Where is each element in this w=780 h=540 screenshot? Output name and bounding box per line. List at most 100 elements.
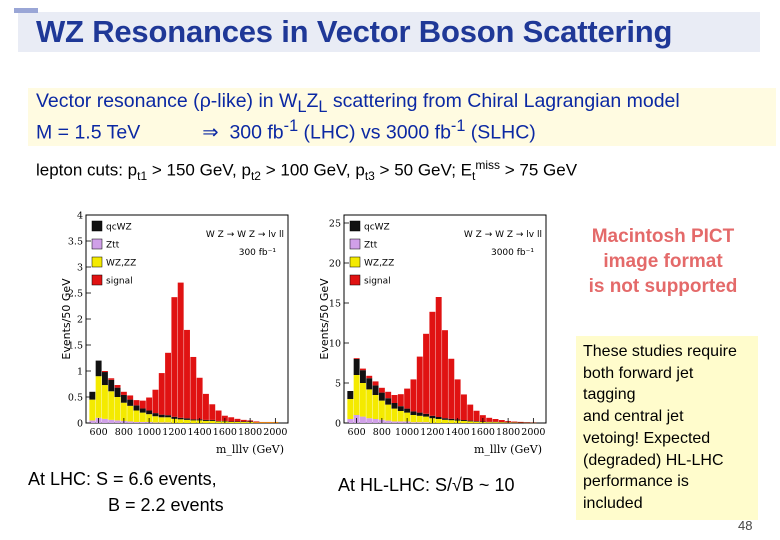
pict-line: is not supported bbox=[588, 276, 738, 297]
cuts-text: > 150 GeV, p bbox=[147, 160, 251, 180]
bar-ztt-750 bbox=[114, 420, 121, 423]
bar-ztt-950 bbox=[139, 421, 146, 423]
bar-qcwz-900 bbox=[133, 405, 140, 411]
bar-signal-1900 bbox=[517, 421, 524, 423]
bar-qcwz-750 bbox=[114, 387, 121, 397]
bar-qcwz-1150 bbox=[423, 413, 430, 417]
legend-swatch bbox=[349, 220, 361, 232]
pict-placeholder: Macintosh PICT image format is not suppo… bbox=[568, 224, 758, 299]
bar-signal-1950 bbox=[266, 421, 273, 423]
bar-ztt-850 bbox=[127, 421, 134, 423]
bar-qcwz-650 bbox=[359, 370, 366, 383]
bar-signal-1650 bbox=[228, 417, 235, 422]
y-tick-label: 10 bbox=[329, 339, 341, 350]
bar-qcwz-800 bbox=[378, 392, 385, 401]
bar-ztt-1150 bbox=[423, 422, 430, 423]
y-tick-label: 2.5 bbox=[68, 289, 83, 300]
bar-signal-1850 bbox=[253, 421, 260, 423]
bar-signal-1350 bbox=[190, 356, 197, 420]
bar-signal-1200 bbox=[429, 311, 436, 416]
title-accent bbox=[14, 8, 38, 13]
bar-wzzz-550 bbox=[347, 399, 354, 419]
bar-wzzz-950 bbox=[397, 411, 404, 422]
bar-wzzz-1150 bbox=[423, 416, 430, 423]
legend-label: Ztt bbox=[364, 241, 378, 251]
bar-qcwz-1500 bbox=[467, 420, 474, 422]
legend-label: Ztt bbox=[106, 241, 120, 251]
hllhc-histogram: 0 5 10 15 20 25 600 800 1000 1200 1400 1600 1800 2000… bbox=[318, 205, 554, 472]
bar-signal-900 bbox=[133, 400, 140, 406]
bar-qcwz-1550 bbox=[473, 421, 480, 422]
bar-qcwz-750 bbox=[372, 385, 379, 395]
bar-qcwz-1250 bbox=[177, 417, 184, 420]
y-axis-label: Events/50 GeV bbox=[318, 278, 331, 360]
process-label: W Z → W Z → lv ll bbox=[464, 230, 542, 240]
note-line: These studies require bbox=[583, 343, 737, 360]
bar-qcwz-1000 bbox=[404, 408, 411, 413]
bar-wzzz-1150 bbox=[165, 417, 172, 423]
y-tick-label: 3.5 bbox=[68, 237, 83, 248]
bar-wzzz-700 bbox=[366, 389, 373, 419]
y-tick-label: 1.5 bbox=[68, 341, 83, 352]
bar-qcwz-1200 bbox=[171, 416, 178, 419]
bar-signal-1250 bbox=[177, 282, 184, 418]
bar-qcwz-1500 bbox=[209, 419, 216, 421]
superscript: -1 bbox=[450, 117, 466, 135]
bar-qcwz-650 bbox=[101, 372, 108, 386]
bar-qcwz-1200 bbox=[429, 415, 436, 419]
bar-wzzz-1850 bbox=[253, 422, 260, 423]
y-tick-label: 0.5 bbox=[68, 393, 83, 404]
y-tick-label: 4 bbox=[77, 211, 83, 222]
bar-signal-650 bbox=[101, 371, 108, 373]
bar-wzzz-800 bbox=[378, 400, 385, 420]
bar-ztt-1050 bbox=[152, 422, 159, 423]
bar-signal-900 bbox=[391, 395, 398, 403]
bar-signal-1450 bbox=[460, 394, 467, 421]
bar-signal-1350 bbox=[448, 358, 455, 419]
luminosity-label: 3000 fb⁻¹ bbox=[491, 248, 534, 258]
bar-qcwz-700 bbox=[366, 378, 373, 390]
bar-qcwz-850 bbox=[127, 399, 134, 406]
y-tick-label: 2 bbox=[77, 315, 83, 326]
luminosity-text: (LHC) vs 3000 fb bbox=[298, 121, 451, 144]
bar-signal-850 bbox=[127, 395, 134, 400]
histogram-svg: 0 5 10 15 20 25 600 800 1000 1200 1400 1600 1800 2000… bbox=[318, 214, 547, 456]
pict-line: Macintosh PICT bbox=[591, 226, 735, 247]
bar-ztt-550 bbox=[347, 419, 354, 423]
bar-wzzz-1300 bbox=[442, 419, 448, 423]
bar-signal-1400 bbox=[196, 377, 203, 420]
bar-wzzz-900 bbox=[133, 410, 140, 422]
pict-line: image format bbox=[603, 251, 723, 272]
subscript: t2 bbox=[250, 169, 261, 184]
luminosity-text: 300 fb bbox=[229, 121, 284, 144]
x-tick-label: 2000 bbox=[263, 427, 287, 438]
intro-box bbox=[28, 88, 776, 146]
bar-qcwz-1550 bbox=[215, 420, 222, 422]
bar-ztt-650 bbox=[359, 416, 366, 423]
superscript: miss bbox=[475, 158, 501, 172]
bar-qcwz-1050 bbox=[152, 413, 159, 417]
legend-label: WZ,ZZ bbox=[106, 259, 136, 269]
resonance-mass: M = 1.5 TeV bbox=[36, 121, 141, 144]
bar-wzzz-850 bbox=[127, 405, 134, 422]
bar-wzzz-1500 bbox=[467, 421, 474, 423]
bar-signal-1000 bbox=[146, 397, 153, 411]
bar-qcwz-600 bbox=[353, 359, 360, 375]
bar-wzzz-1300 bbox=[184, 419, 190, 423]
x-tick-label: 1200 bbox=[420, 427, 444, 438]
bar-signal-1500 bbox=[467, 404, 474, 421]
x-tick-label: 1000 bbox=[137, 427, 161, 438]
luminosity-text: (SLHC) bbox=[465, 121, 536, 144]
bar-signal-1300 bbox=[442, 330, 448, 419]
bar-signal-1500 bbox=[209, 404, 216, 420]
y-tick-label: 20 bbox=[329, 259, 341, 270]
note-box bbox=[576, 336, 758, 520]
bar-signal-800 bbox=[378, 387, 385, 393]
bar-wzzz-700 bbox=[108, 391, 115, 420]
sqrt-symbol: √ bbox=[452, 475, 462, 495]
bar-qcwz-800 bbox=[120, 394, 127, 403]
cuts-text: > 50 GeV; E bbox=[374, 160, 473, 180]
bar-wzzz-1000 bbox=[404, 412, 411, 422]
legend-swatch bbox=[91, 256, 103, 268]
page-number: 48 bbox=[738, 518, 753, 533]
